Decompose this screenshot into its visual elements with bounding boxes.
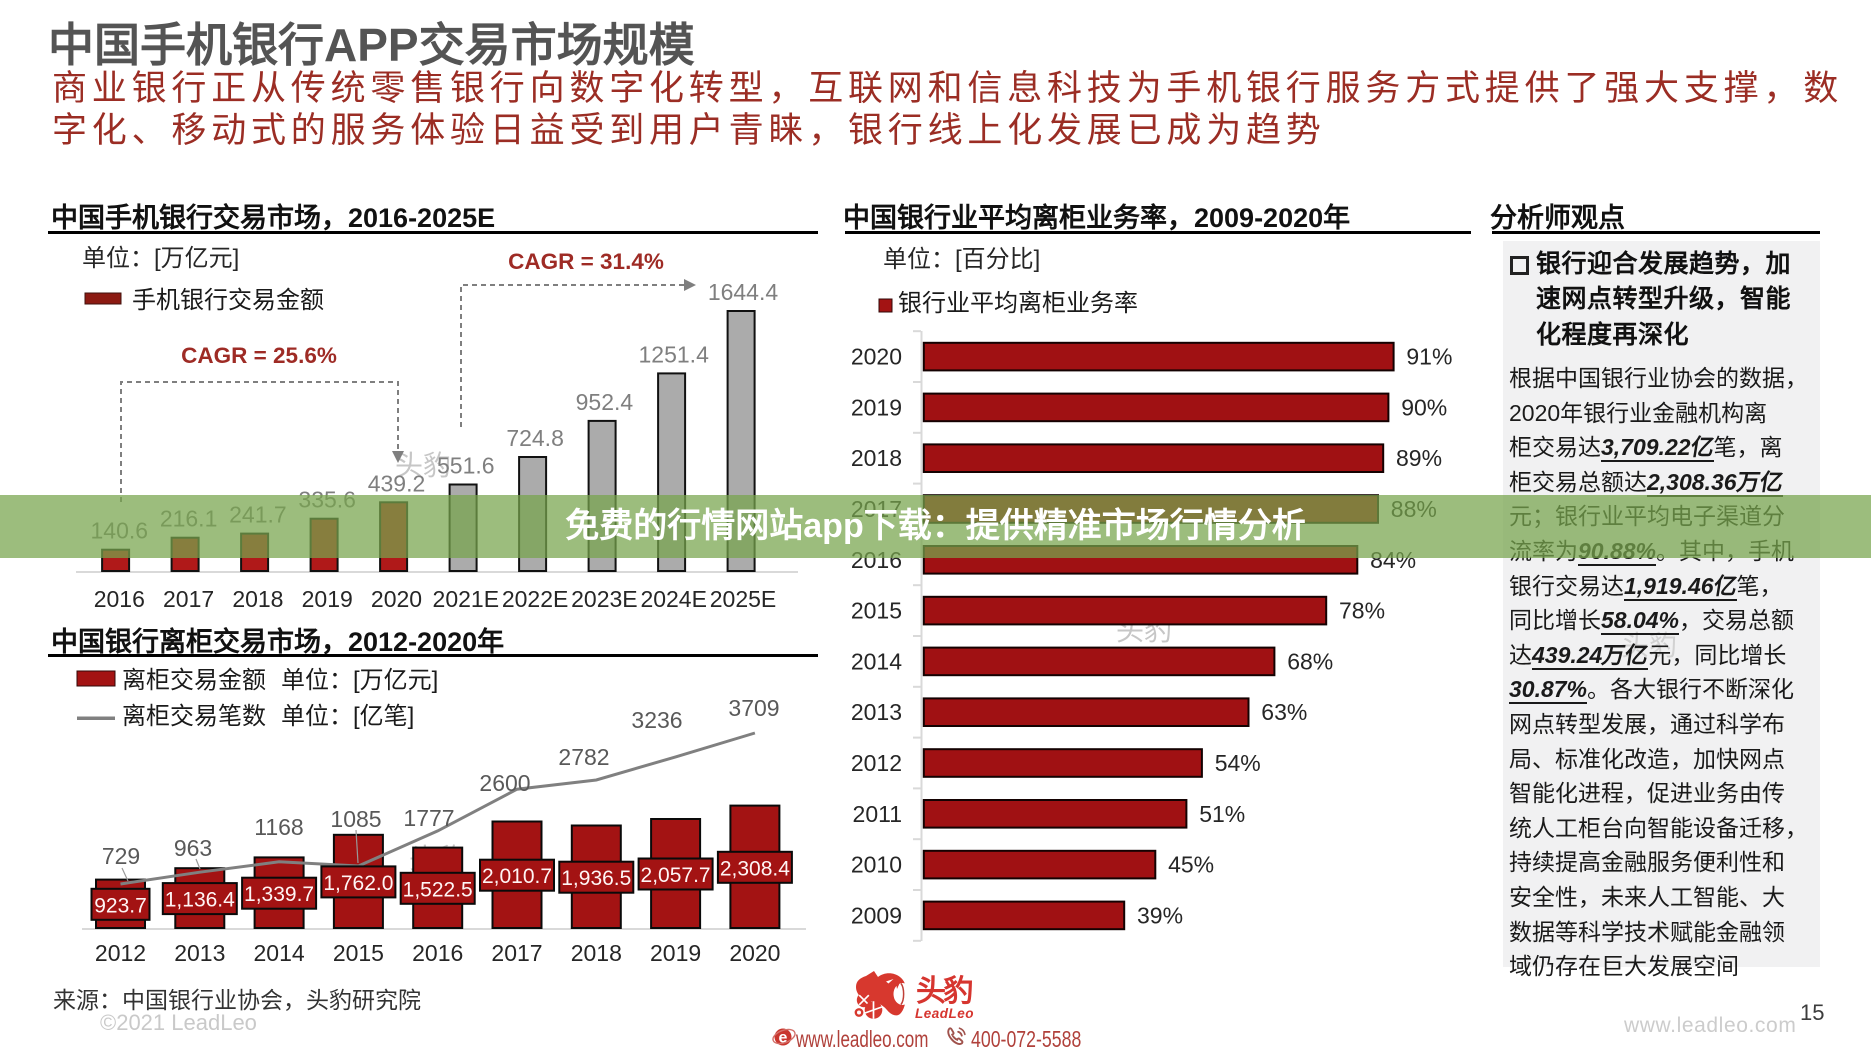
svg-text:CAGR = 25.6%: CAGR = 25.6%	[181, 343, 337, 368]
svg-text:银行业平均离柜业务率: 银行业平均离柜业务率	[898, 290, 1138, 317]
svg-text:3709: 3709	[728, 695, 779, 721]
svg-text:3236: 3236	[631, 707, 682, 733]
svg-text:439.2: 439.2	[368, 470, 426, 496]
svg-text:90%: 90%	[1401, 394, 1447, 420]
svg-text:2016: 2016	[412, 940, 463, 966]
svg-text:2017: 2017	[491, 940, 542, 966]
svg-text:2015: 2015	[851, 598, 902, 624]
svg-text:724.8: 724.8	[506, 425, 564, 451]
svg-text:2,057.7: 2,057.7	[641, 864, 711, 887]
svg-text:e: e	[779, 1030, 788, 1047]
svg-text:39%: 39%	[1137, 902, 1183, 928]
svg-text:CAGR = 31.4%: CAGR = 31.4%	[508, 249, 664, 274]
svg-text:551.6: 551.6	[437, 453, 495, 479]
svg-text:68%: 68%	[1287, 648, 1333, 674]
svg-text:2012: 2012	[851, 750, 902, 776]
svg-text:952.4: 952.4	[576, 389, 634, 415]
svg-text:54%: 54%	[1215, 750, 1261, 776]
svg-text:2013: 2013	[174, 940, 225, 966]
svg-text:1777: 1777	[403, 805, 454, 831]
svg-text:1,136.4: 1,136.4	[165, 889, 235, 912]
svg-text:2018: 2018	[232, 586, 283, 612]
svg-text:963: 963	[174, 835, 212, 861]
svg-text:51%: 51%	[1199, 801, 1245, 827]
svg-text:2782: 2782	[558, 744, 609, 770]
svg-text:63%: 63%	[1261, 699, 1307, 725]
svg-text:2018: 2018	[851, 445, 902, 471]
svg-text:1644.4: 1644.4	[708, 279, 779, 305]
svg-text:2016: 2016	[94, 586, 145, 612]
svg-text:2021E: 2021E	[433, 586, 500, 612]
svg-text:2024E: 2024E	[640, 586, 707, 612]
svg-text:1168: 1168	[254, 814, 303, 840]
svg-text:离柜交易笔数: 离柜交易笔数	[122, 703, 266, 730]
svg-text:2010: 2010	[851, 852, 902, 878]
svg-text:单位：[万亿元]: 单位：[万亿元]	[281, 667, 438, 694]
svg-text:89%: 89%	[1396, 445, 1442, 471]
svg-text:2015: 2015	[333, 940, 384, 966]
svg-text:729: 729	[102, 843, 140, 869]
svg-text:2,010.7: 2,010.7	[482, 865, 552, 888]
svg-text:2020: 2020	[729, 940, 780, 966]
svg-text:2019: 2019	[650, 940, 701, 966]
svg-text:2020: 2020	[371, 586, 422, 612]
svg-text:1,522.5: 1,522.5	[403, 878, 473, 901]
svg-text:2020: 2020	[851, 344, 902, 370]
svg-text:2,308.4: 2,308.4	[720, 857, 790, 880]
svg-text:单位：[亿笔]: 单位：[亿笔]	[281, 703, 414, 730]
svg-text:91%: 91%	[1406, 344, 1452, 370]
svg-text:2025E: 2025E	[710, 586, 777, 612]
svg-text:2019: 2019	[302, 586, 353, 612]
svg-text:78%: 78%	[1339, 598, 1385, 624]
svg-text:2022E: 2022E	[502, 586, 569, 612]
svg-text:手机银行交易金额: 手机银行交易金额	[132, 287, 324, 314]
svg-text:2017: 2017	[163, 586, 214, 612]
svg-text:2014: 2014	[254, 940, 305, 966]
svg-text:1251.4: 1251.4	[639, 341, 710, 367]
svg-text:45%: 45%	[1168, 852, 1214, 878]
svg-text:2023E: 2023E	[571, 586, 638, 612]
svg-text:单位：[百分比]: 单位：[百分比]	[883, 246, 1040, 273]
svg-text:单位：[万亿元]: 单位：[万亿元]	[82, 245, 239, 272]
svg-text:1,762.0: 1,762.0	[323, 872, 393, 895]
svg-text:2009: 2009	[851, 902, 902, 928]
svg-text:离柜交易金额: 离柜交易金额	[122, 667, 266, 694]
svg-text:1,936.5: 1,936.5	[561, 867, 631, 890]
svg-text:1085: 1085	[330, 806, 381, 832]
svg-text:2014: 2014	[851, 648, 902, 674]
svg-text:2600: 2600	[479, 770, 530, 796]
svg-text:2019: 2019	[851, 394, 902, 420]
svg-text:2011: 2011	[853, 801, 902, 827]
svg-text:923.7: 923.7	[94, 894, 147, 917]
svg-text:2018: 2018	[571, 940, 622, 966]
svg-text:1,339.7: 1,339.7	[244, 883, 314, 906]
svg-text:2012: 2012	[95, 940, 146, 966]
svg-text:2013: 2013	[851, 699, 902, 725]
